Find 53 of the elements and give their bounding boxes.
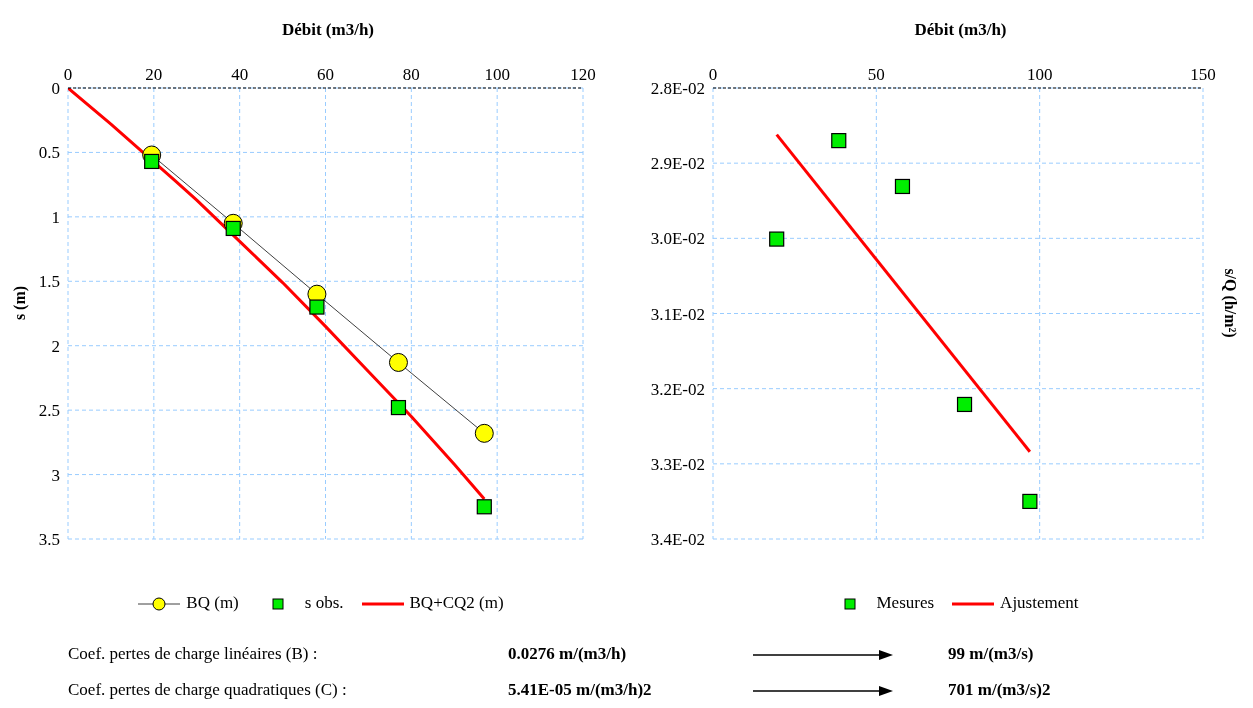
- y-tick-label: 0: [51, 79, 60, 99]
- text: 99 m/(m3/s): [948, 644, 1034, 664]
- x-tick-label: 50: [867, 65, 885, 84]
- y-axis-title: s (m): [11, 285, 29, 321]
- x-tick-label: 20: [145, 65, 163, 84]
- text: 5.41E-05 m/(m3/h)2: [508, 680, 652, 700]
- point: [769, 231, 785, 247]
- x-tick-label: 100: [484, 65, 510, 84]
- legend-label: BQ+CQ2 (m): [408, 593, 504, 612]
- point: [309, 299, 325, 315]
- text: 0.0276 m/(m3/h): [508, 644, 627, 664]
- x-axis-title: Débit (m3/h): [280, 20, 376, 40]
- y-tick-label: 3.5: [38, 530, 60, 550]
- point: [388, 352, 408, 372]
- legend-label: BQ (m): [185, 593, 239, 612]
- y-tick-label: 3.4E-02: [650, 530, 705, 550]
- y-tick-label: 2.8E-02: [650, 79, 705, 99]
- y-tick-label: 2: [51, 336, 60, 356]
- y-tick-label: 1.5: [38, 272, 60, 292]
- x-tick-label: 0: [63, 65, 73, 84]
- point: [1022, 493, 1038, 510]
- x-tick-label: 120: [570, 65, 596, 84]
- point: [956, 396, 973, 413]
- y-tick-label: 2.5: [38, 401, 60, 421]
- y-tick-label: 1: [51, 207, 60, 227]
- x-tick-label: 150: [1190, 65, 1216, 84]
- y-tick-label: 2.9E-02: [650, 154, 705, 174]
- y-tick-label: 3.1E-02: [650, 304, 705, 324]
- point: [390, 399, 407, 416]
- point: [894, 178, 911, 195]
- x-tick-label: 40: [231, 65, 249, 84]
- y-tick-label: 3.3E-02: [650, 454, 705, 474]
- legend-label: Mesures: [875, 593, 935, 612]
- y-tick-label: 3.0E-02: [650, 229, 705, 249]
- text: 701 m/(m3/s)2: [948, 680, 1051, 700]
- legend-label: s obs.: [303, 593, 344, 612]
- y-tick-label: 3.2E-02: [650, 379, 705, 399]
- x-tick-label: 80: [402, 65, 420, 84]
- point: [225, 220, 241, 237]
- x-tick-label: 0: [708, 65, 718, 84]
- point: [144, 153, 160, 170]
- point: [831, 133, 847, 149]
- x-tick-label: 60: [317, 65, 334, 84]
- text: Coef. pertes de charge linéaires (B) :: [68, 644, 318, 664]
- y-tick-label: 3: [51, 465, 60, 485]
- text: Coef. pertes de charge quadratiques (C) :: [68, 680, 347, 700]
- point: [476, 499, 492, 515]
- x-tick-label: 100: [1026, 65, 1053, 84]
- legend-label: Ajustement: [999, 593, 1079, 612]
- y-tick-label: 0.5: [38, 143, 60, 163]
- x-axis-title: Débit (m3/h): [913, 20, 1008, 40]
- y-axis-title: s/Q (h/m²): [1221, 268, 1239, 338]
- point: [474, 423, 494, 443]
